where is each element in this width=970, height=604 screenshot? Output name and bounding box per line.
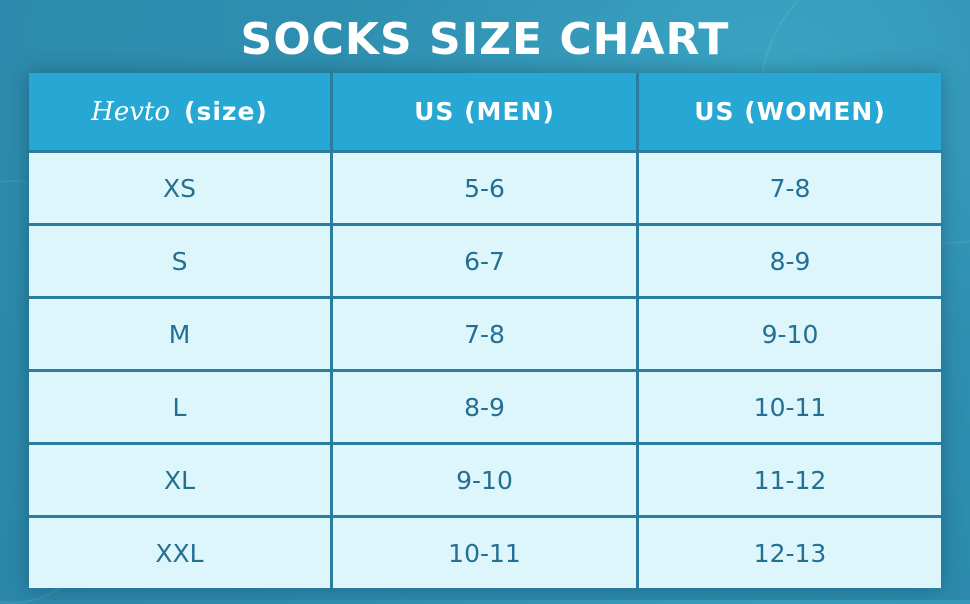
cell-men: 8-9 bbox=[333, 372, 636, 442]
cell-men: 10-11 bbox=[333, 518, 636, 588]
cell-size: XS bbox=[29, 153, 330, 223]
cell-women: 12-13 bbox=[639, 518, 941, 588]
cell-women: 8-9 bbox=[639, 226, 941, 296]
header-us-men: US (MEN) bbox=[333, 73, 636, 150]
brand-logo: Hevto bbox=[91, 96, 171, 127]
cell-women: 9-10 bbox=[639, 299, 941, 369]
size-chart-table: Hevto (size) US (MEN) US (WOMEN) XS 5-6 … bbox=[29, 73, 941, 588]
header-size-label: (size) bbox=[184, 97, 268, 126]
cell-men: 9-10 bbox=[333, 445, 636, 515]
cell-size: M bbox=[29, 299, 330, 369]
cell-size: XL bbox=[29, 445, 330, 515]
cell-women: 11-12 bbox=[639, 445, 941, 515]
table-header-row: Hevto (size) US (MEN) US (WOMEN) bbox=[29, 73, 941, 150]
table-row: XS 5-6 7-8 bbox=[29, 153, 941, 223]
cell-size: S bbox=[29, 226, 330, 296]
cell-men: 6-7 bbox=[333, 226, 636, 296]
cell-women: 7-8 bbox=[639, 153, 941, 223]
cell-men: 7-8 bbox=[333, 299, 636, 369]
header-size: Hevto (size) bbox=[29, 73, 330, 150]
table-row: XXL 10-11 12-13 bbox=[29, 518, 941, 588]
cell-size: XXL bbox=[29, 518, 330, 588]
page-title: SOCKS SIZE CHART bbox=[240, 14, 730, 65]
table-row: L 8-9 10-11 bbox=[29, 372, 941, 442]
cell-men: 5-6 bbox=[333, 153, 636, 223]
cell-size: L bbox=[29, 372, 330, 442]
header-us-women: US (WOMEN) bbox=[639, 73, 941, 150]
cell-women: 10-11 bbox=[639, 372, 941, 442]
table-row: M 7-8 9-10 bbox=[29, 299, 941, 369]
table-row: S 6-7 8-9 bbox=[29, 226, 941, 296]
table-row: XL 9-10 11-12 bbox=[29, 445, 941, 515]
